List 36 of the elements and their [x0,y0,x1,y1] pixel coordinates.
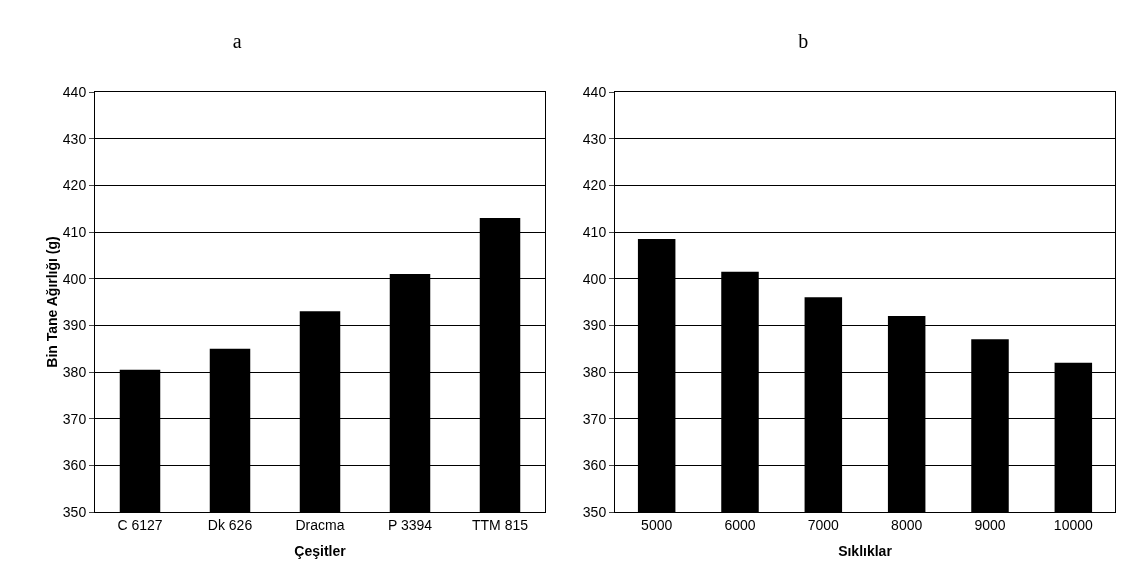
y-tick-label: 400 [62,270,87,287]
y-tick-label: 360 [62,457,87,474]
y-tick-label: 380 [62,363,87,380]
x-axis-title: Çeşitler [294,543,347,560]
x-tick-label: TTM 815 [471,516,529,533]
y-tick-label: 440 [582,83,607,100]
y-tick-label: 440 [62,83,87,100]
x-tick-label: 8000 [891,516,923,533]
x-tick-label: 6000 [724,516,756,533]
y-tick-label: 390 [582,317,607,334]
chart-title: a [232,30,242,53]
y-tick-label: 380 [582,363,607,380]
x-tick-label: C 6127 [117,516,163,533]
x-tick-label: 9000 [974,516,1006,533]
y-tick-label: 350 [62,503,87,520]
x-tick-label: Dk 626 [207,516,253,533]
x-tick-label: 10000 [1053,516,1094,533]
x-tick-label: 7000 [807,516,840,533]
y-tick-label: 420 [62,177,87,194]
y-tick-label: 370 [62,410,87,427]
y-tick-label: 430 [582,130,607,147]
x-tick-label: Dracma [295,516,345,533]
y-tick-label: 410 [62,223,87,240]
y-tick-label: 430 [62,130,87,147]
y-tick-label: 370 [582,410,607,427]
y-tick-label: 410 [582,223,607,240]
x-axis-title: Sıklıklar [838,543,893,560]
y-tick-label: 400 [582,270,607,287]
chart-title: b [798,30,809,53]
y-tick-label: 360 [582,457,607,474]
y-tick-label: 420 [582,177,607,194]
y-tick-label: 350 [582,503,607,520]
y-axis-title: Bin Tane Ağırlığı (g) [44,236,60,368]
y-tick-label: 390 [62,317,87,334]
x-tick-label: 5000 [641,516,673,533]
x-tick-label: P 3394 [387,516,433,533]
